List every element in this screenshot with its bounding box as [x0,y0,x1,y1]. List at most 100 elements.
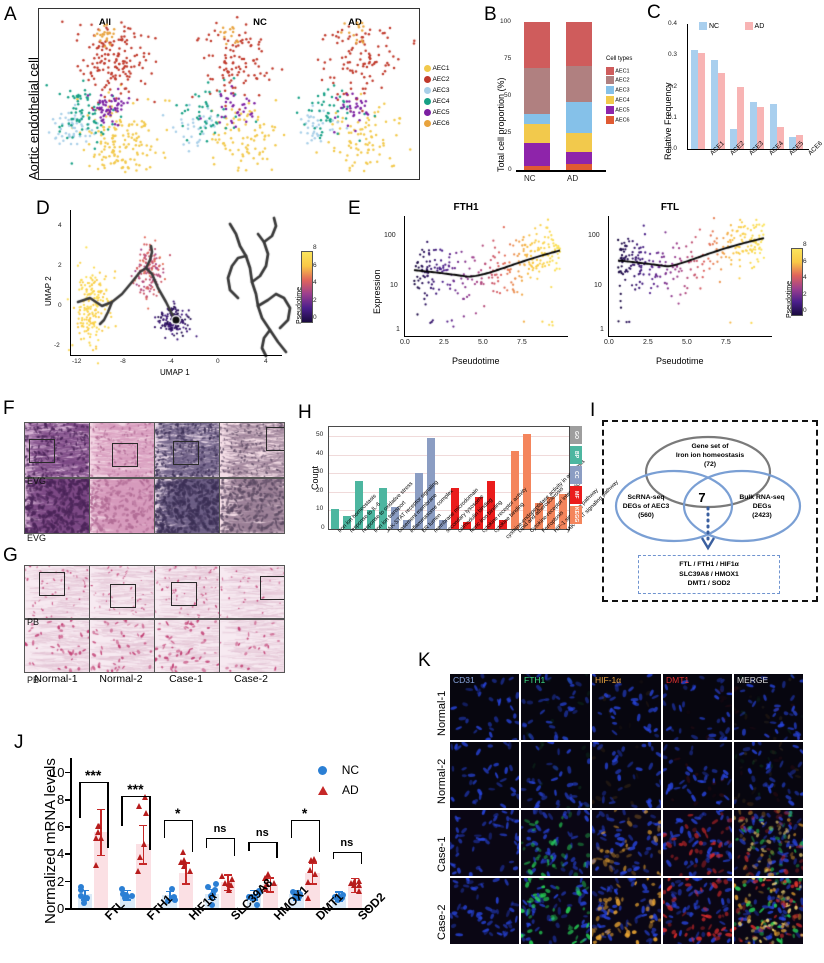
panel-a-umap-canvas [38,8,418,178]
panel-h-bar [379,488,387,529]
panel-j-significance-label: *** [84,767,102,783]
panel-b-plot-area [520,22,600,170]
panel-c: C Relative Frequency 0.0 0.1 0.2 0.3 0.4 ACE… [645,0,824,195]
panel-j-significance-bracket [206,838,234,840]
panel-j-error-bar [84,889,86,900]
panel-j-point-nc [332,894,339,901]
panel-j-bracket-leg [191,820,194,852]
panel-k-row-label: Case-2 [436,904,448,940]
panel-f-tile [154,422,220,478]
panel-c-letter: C [647,2,661,23]
panel-b-x-axis [516,170,606,172]
panel-h-bar [439,519,447,529]
panel-j-point-ad [181,858,188,865]
panel-e-colorbar-tick: 0 [803,307,807,314]
panel-c-ytick: 0.3 [668,51,678,59]
panel-h-bar [487,480,495,529]
panel-h-xtick: cytokine receptor activity [481,487,529,535]
panel-h-gridline [329,473,569,474]
panel-h-xtick: membrane microdomain [433,487,480,534]
panel-j-error-cap [207,888,216,891]
panel-h-legend-item: KEGG [570,506,582,524]
legend-item-aec1: AEC1 [424,63,449,74]
panel-b-ytick: 25 [504,129,512,136]
panel-j-point-nc [121,895,128,902]
panel-j-significance-label: * [174,805,181,821]
panel-h-ytick: 10 [316,505,324,513]
panel-j-point-ad [228,875,235,882]
panel-b-segment [566,101,592,133]
panel-d-xtick: -12 [72,358,82,365]
panel-b-xtick-ad: AD [567,174,579,183]
panel-b-segment [566,133,592,153]
panel-h-legend-item: BP [570,446,582,464]
panel-b-ytick: 100 [500,18,511,25]
panel-h-legend-item: GO [570,426,582,444]
panel-e-ftl-xtick: 2.5 [643,339,653,346]
panel-j-point-nc [204,884,211,891]
panel-j-error-cap [123,889,132,892]
panel-g-tile-zoom [219,619,285,673]
panel-d-colorbar-tick: 6 [313,261,317,269]
venn-circle-scrna [614,469,734,543]
venn-scrna-line2: DEGs of AEC3 [622,503,670,510]
legend-item-b-aec4: AEC4 [606,96,632,106]
panel-j-bracket-leg [290,820,292,838]
panel-j-point-ad [227,882,234,889]
panel-j-significance-bracket [332,852,361,854]
panel-e-fth1-ytick: 10 [390,282,398,289]
panel-j-xtick: HMOX1 [271,883,311,923]
panel-j-bracket-leg [234,838,236,856]
panel-j-ytick: 8 [57,791,65,807]
panel-j-significance-bracket [121,796,150,798]
legend-label-c-ad: AD [754,22,765,30]
panel-f-stain-label-bottom: EVG [27,533,47,543]
panel-d-xtick: 0 [216,358,220,365]
panel-b-segment [566,22,592,67]
panel-k-tile [521,878,590,944]
panel-f-tile [219,422,285,478]
legend-swatch-b-aec2 [606,76,614,85]
panel-h-bar [367,510,375,529]
panel-j-point-ad [179,849,186,856]
panel-c-xtick: ACE4 [768,140,785,157]
panel-k-row-label: Normal-2 [436,758,448,804]
panel-j-point-nc [119,890,126,897]
legend-item-aec2: AEC2 [424,74,449,85]
panel-d: D UMAP 2 UMAP 1 -12 -8 -4 0 4 -2 0 2 4 Pseudoti… [20,196,350,392]
panel-j-error-bar [269,876,272,892]
panel-g-stain-label-top: PB [27,617,40,627]
panel-e-fth1-xtick: 0.0 [400,339,410,346]
panel-k-letter: K [418,650,431,671]
panel-k-row-label: Case-1 [436,836,448,872]
panel-h-xtick: Cytokine-receptor interaction [529,479,584,534]
panel-h-bar [523,434,531,529]
panel-g-stain-label-bottom: PB [27,675,40,685]
panel-b-segment [524,165,550,170]
panel-j-point-nc [246,894,253,901]
panel-e-colorbar [791,248,803,316]
panel-j-point-ad [136,854,143,861]
panel-j-error-cap [224,874,233,876]
panel-j-point-nc [252,895,258,902]
panel-h-xtick: basement membrane [397,493,439,535]
panel-b-segment [566,164,592,170]
panel-h-xtick: calmodulin binding [457,497,494,534]
panel-e-ftl-y-axis [608,216,610,337]
legend-item-b-aec3: AEC3 [606,86,632,96]
panel-j-bracket-leg [79,782,81,819]
legend-swatch-aec4 [424,97,431,105]
panel-j-bracket-leg [149,796,151,850]
panel-j-significance-label: ns [255,827,269,839]
panel-j-point-ad [219,873,226,880]
legend-swatch-b-aec1 [606,66,614,75]
panel-g-roi-box [39,572,65,596]
panel-c-bar [757,106,765,149]
panel-j-bracket-leg [163,820,166,838]
panel-h-bar [427,438,435,529]
panel-j-ytick: 2 [57,873,65,889]
panel-j-point-nc [171,896,178,903]
panel-f-letter: F [3,398,15,419]
venn-bulk-line2: DEGs [752,503,772,510]
panel-j-error-cap [266,891,275,893]
